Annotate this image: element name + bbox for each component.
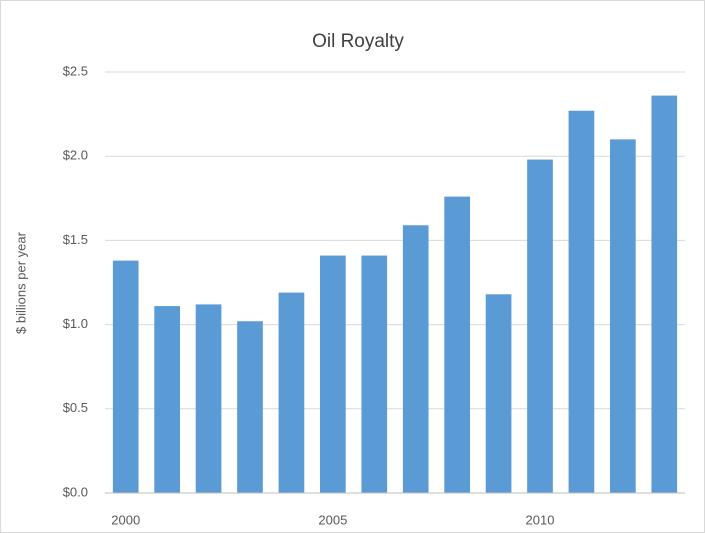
x-tick-label: 2010 — [526, 512, 555, 527]
y-tick-label: $1.5 — [63, 232, 88, 247]
bar — [651, 95, 678, 494]
y-tick-label: $1.0 — [63, 316, 88, 331]
bar — [361, 255, 388, 493]
bar — [237, 321, 263, 493]
bar — [320, 255, 346, 493]
bar — [485, 294, 512, 493]
y-tick-label: $2.0 — [63, 148, 88, 163]
bar — [610, 139, 636, 494]
bar — [112, 260, 139, 493]
y-tick-label: $0.0 — [63, 484, 88, 499]
bar — [527, 159, 553, 493]
y-axis-label: $ billions per year — [13, 231, 28, 334]
bar — [195, 304, 222, 493]
y-tick-label: $2.5 — [63, 63, 88, 78]
bar — [568, 110, 595, 494]
bar — [402, 225, 429, 493]
bar — [154, 306, 180, 493]
bar — [278, 292, 305, 493]
x-tick-label: 2000 — [111, 512, 140, 527]
chart-title: Oil Royalty — [312, 31, 404, 52]
x-tick-label: 2005 — [318, 512, 347, 527]
y-tick-label: $0.5 — [63, 400, 88, 415]
bar — [444, 196, 470, 493]
